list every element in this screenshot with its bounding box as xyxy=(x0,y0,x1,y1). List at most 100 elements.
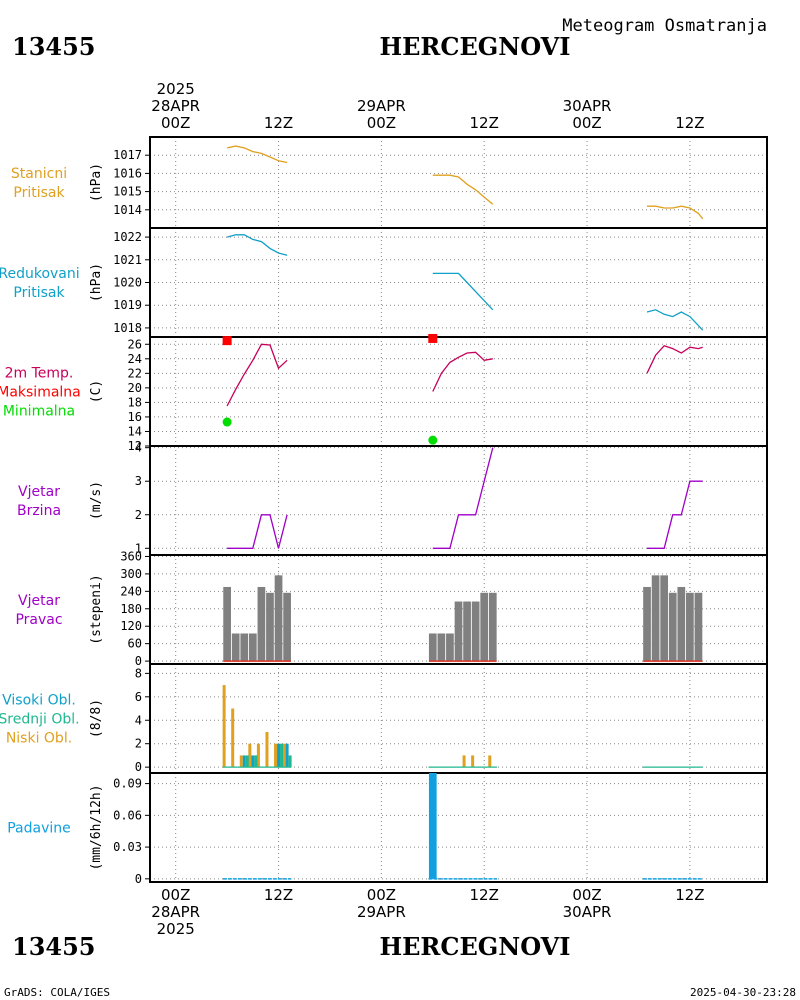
y-tick-label: 0 xyxy=(135,654,142,668)
top-time-label: 12Z xyxy=(470,114,499,132)
panel-label: Redukovani xyxy=(0,266,80,282)
bottom-time-label: 00Z xyxy=(367,886,396,904)
bottom-time-label: 00Z xyxy=(161,886,190,904)
y-tick-label: 2 xyxy=(135,508,142,522)
bar xyxy=(446,633,454,662)
bar xyxy=(694,592,703,662)
y-axis-unit: (C) xyxy=(89,380,104,403)
low-cloud-bar xyxy=(239,755,243,768)
bottom-time-label: 00Z xyxy=(572,886,601,904)
bar xyxy=(231,633,240,662)
bar xyxy=(454,601,463,662)
y-tick-label: 24 xyxy=(128,352,142,366)
bar xyxy=(248,633,257,662)
station-id-bottom: 13455 xyxy=(12,932,96,961)
top-time-label: 12Z xyxy=(264,114,293,132)
mid-cloud-bar xyxy=(280,743,284,768)
station-name-top: HERCEGNOVI xyxy=(379,32,570,61)
min-temp-marker xyxy=(222,417,232,427)
bar xyxy=(428,633,437,662)
high-cloud-bar xyxy=(285,743,289,768)
y-tick-label: 6 xyxy=(135,690,142,704)
low-cloud-bar xyxy=(265,731,269,768)
bar xyxy=(283,592,291,662)
y-tick-label: 1 xyxy=(135,541,142,555)
y-tick-label: 60 xyxy=(128,637,142,651)
y-tick-label: 0.03 xyxy=(113,840,142,854)
y-tick-label: 1015 xyxy=(113,185,142,199)
top-time-label: 00Z xyxy=(161,114,190,132)
y-tick-label: 1018 xyxy=(113,321,142,335)
y-tick-label: 8 xyxy=(135,666,142,680)
mid-cloud-bar xyxy=(288,755,292,768)
low-cloud-bar xyxy=(231,708,235,768)
bar xyxy=(437,633,446,662)
series-line xyxy=(226,145,288,164)
station-id-top: 13455 xyxy=(12,32,96,61)
series-line xyxy=(226,234,288,256)
panel-label: Minimalna xyxy=(3,404,75,420)
y-tick-label: 3 xyxy=(135,474,142,488)
y-tick-label: 0.09 xyxy=(113,777,142,791)
bar xyxy=(488,592,497,662)
bottom-time-label: 30APR xyxy=(563,903,612,921)
max-temp-marker xyxy=(428,333,438,343)
render-timestamp: 2025-04-30-23:28 xyxy=(690,986,796,999)
bar xyxy=(240,633,249,662)
panel-frame xyxy=(149,445,768,556)
y-tick-label: 1014 xyxy=(113,203,142,217)
panel-label: Brzina xyxy=(17,503,61,519)
series-line xyxy=(646,344,703,374)
bottom-time-label: 12Z xyxy=(675,886,704,904)
series-line xyxy=(432,272,494,311)
y-tick-label: 0.06 xyxy=(113,808,142,822)
panels: 1014101510161017(hPa)StanicniPritisak101… xyxy=(0,136,768,886)
top-time-label: 28APR xyxy=(151,97,200,115)
y-axis-unit: (8/8) xyxy=(89,699,104,738)
panel-label: Stanicni xyxy=(11,166,67,182)
series-line xyxy=(432,351,493,392)
y-axis-unit: (mm/6h/12h) xyxy=(89,784,104,870)
min-temp-marker xyxy=(428,435,438,445)
y-tick-label: 1019 xyxy=(113,298,142,312)
top-time-label: 30APR xyxy=(563,97,612,115)
bar xyxy=(266,592,274,662)
series-line xyxy=(647,480,703,549)
low-cloud-bar xyxy=(282,743,286,768)
y-tick-label: 12 xyxy=(128,439,142,453)
panel-frame xyxy=(149,136,768,229)
grads-credit: GrADS: COLA/IGES xyxy=(4,986,110,999)
meteogram-subtitle: Meteogram Osmatranja xyxy=(562,16,767,36)
y-tick-label: 120 xyxy=(120,619,142,633)
bar xyxy=(651,575,660,662)
y-tick-label: 14 xyxy=(128,424,142,438)
panel-label: Visoki Obl. xyxy=(2,693,76,709)
low-cloud-bar xyxy=(462,755,466,768)
bar xyxy=(223,586,231,662)
top-time-label: 12Z xyxy=(675,114,704,132)
y-axis-unit: (m/s) xyxy=(89,481,104,520)
y-tick-label: 18 xyxy=(128,395,142,409)
panel-1: 1018 1019 1020 1021 1022 (hPa) Redukovani Priti… xyxy=(0,227,768,338)
top-time-label: 2025 xyxy=(157,80,195,98)
bottom-time-label: 12Z xyxy=(470,886,499,904)
y-axis-unit: (stepeni) xyxy=(89,574,104,644)
y-tick-label: 26 xyxy=(128,337,142,351)
y-tick-label: 240 xyxy=(120,584,142,598)
bottom-time-label: 12Z xyxy=(264,886,293,904)
y-axis-unit: (hPa) xyxy=(89,263,104,302)
series-line xyxy=(646,309,704,331)
y-tick-label: 1020 xyxy=(113,276,142,290)
high-cloud-bar xyxy=(242,755,246,768)
series-line xyxy=(227,514,288,549)
low-cloud-bar xyxy=(274,743,278,768)
panel-label: Padavine xyxy=(7,821,71,837)
bar xyxy=(257,586,266,662)
panel-6: 0 0.03 0.06 0.09 (mm/6h/12h) Padavine xyxy=(7,772,768,886)
y-tick-label: 4 xyxy=(135,441,142,455)
y-tick-label: 4 xyxy=(135,713,142,727)
low-cloud-bar xyxy=(471,755,475,768)
panel-label: 2m Temp. xyxy=(5,366,74,382)
y-axis-unit: (hPa) xyxy=(89,163,104,202)
